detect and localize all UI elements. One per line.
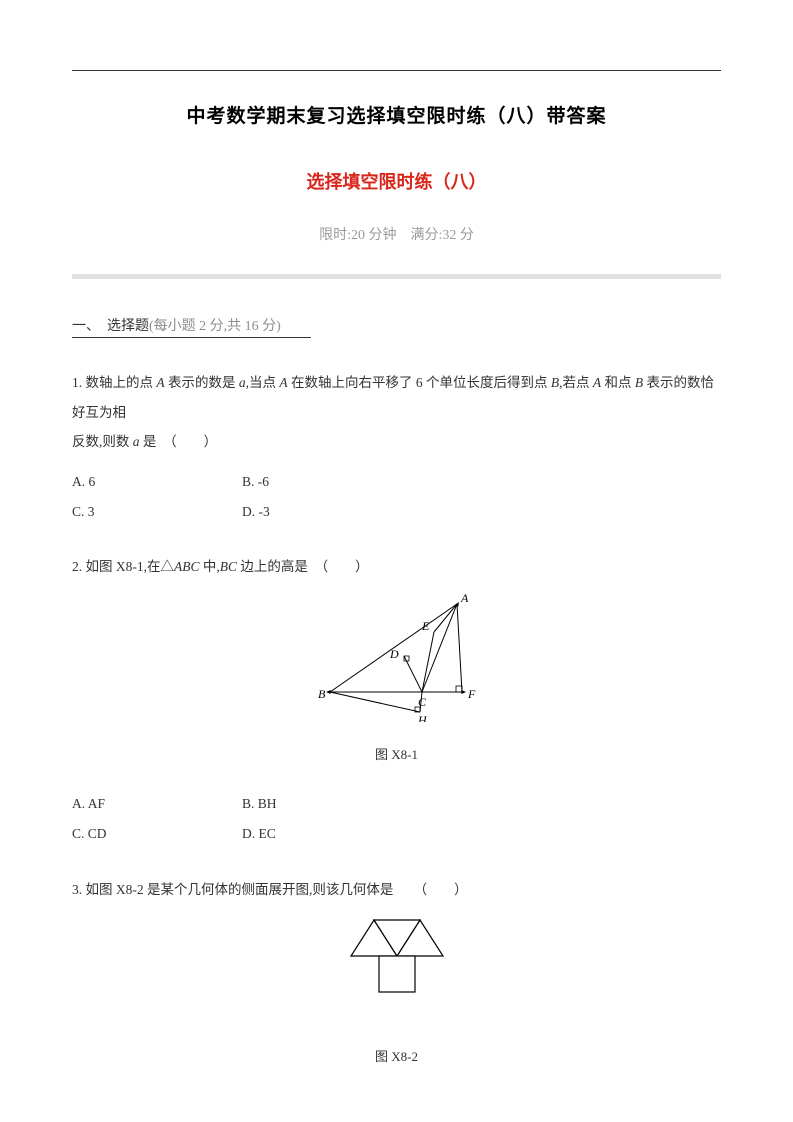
svg-text:B: B — [318, 687, 326, 701]
q2-b-val: BH — [258, 796, 277, 811]
svg-text:D: D — [389, 647, 399, 661]
q3-caption: 图 X8-2 — [72, 1043, 721, 1072]
q1-t5: ,若点 — [559, 375, 593, 390]
q1-a2: a — [133, 434, 140, 449]
q2-t2: 中, — [200, 559, 220, 574]
q2-b-pre: B. — [242, 796, 258, 811]
q1-choices-row2: C. 3 D. -3 — [72, 497, 721, 527]
q2-choice-b: B. BH — [242, 789, 412, 819]
q1-choices-row1: A. 6 B. -6 — [72, 467, 721, 497]
q1-choice-b: B. -6 — [242, 467, 412, 497]
q1-choice-c: C. 3 — [72, 497, 242, 527]
q2-caption: 图 X8-1 — [72, 741, 721, 770]
section-label: 一、 选择题 — [72, 319, 149, 334]
svg-text:A: A — [460, 592, 469, 605]
q2-seg: BC — [220, 559, 237, 574]
q1-t1: 1. 数轴上的点 — [72, 375, 156, 390]
q2-t1: 2. 如图 X8-1,在△ — [72, 559, 174, 574]
svg-text:H: H — [417, 713, 428, 722]
q2-a-val: AF — [88, 796, 105, 811]
q1-A3: A — [593, 375, 601, 390]
q2-choices-row1: A. AF B. BH — [72, 789, 721, 819]
q1-B2: B — [635, 375, 643, 390]
q1-choice-d: D. -3 — [242, 497, 412, 527]
svg-text:C: C — [418, 695, 427, 709]
q2-t3: 边上的高是 （ ） — [237, 559, 369, 574]
q3-figure-wrap — [72, 914, 721, 1035]
q3-text: 3. 如图 X8-2 是某个几何体的侧面展开图,则该几何体是 （ ） — [72, 875, 721, 905]
q2-figure: B C A F E D H — [312, 592, 482, 722]
q2-choice-d: D. EC — [242, 819, 412, 849]
question-2: 2. 如图 X8-1,在△ABC 中,BC 边上的高是 （ ） BCAFEDH … — [72, 552, 721, 848]
question-1: 1. 数轴上的点 A 表示的数是 a,当点 A 在数轴上向右平移了 6 个单位长… — [72, 368, 721, 526]
q3-figure — [342, 914, 452, 1024]
top-rule — [72, 70, 721, 71]
q1-choice-a: A. 6 — [72, 467, 242, 497]
q1-t8: 反数,则数 — [72, 434, 133, 449]
q2-c-val: CD — [88, 826, 107, 841]
q2-a-pre: A. — [72, 796, 88, 811]
q2-text: 2. 如图 X8-1,在△ABC 中,BC 边上的高是 （ ） — [72, 552, 721, 582]
q1-B1: B — [551, 375, 559, 390]
q1-t9: 是 （ ） — [140, 434, 218, 449]
section-heading: 一、 选择题(每小题 2 分,共 16 分) — [72, 315, 721, 368]
timing-line: 限时:20 分钟 满分:32 分 — [72, 224, 721, 244]
section-meta: (每小题 2 分,共 16 分) — [149, 319, 281, 334]
q1-t4: 在数轴上向右平移了 6 个单位长度后得到点 — [288, 375, 551, 390]
q1-t6: 和点 — [601, 375, 635, 390]
q2-d-val: EC — [259, 826, 276, 841]
q1-A2: A — [279, 375, 287, 390]
q1-A1: A — [156, 375, 164, 390]
q2-c-pre: C. — [72, 826, 88, 841]
sub-title: 选择填空限时练（八） — [72, 168, 721, 194]
q1-t2: 表示的数是 — [165, 375, 239, 390]
main-title: 中考数学期末复习选择填空限时练（八）带答案 — [72, 101, 721, 128]
q2-tri: ABC — [174, 559, 200, 574]
q1-t3: ,当点 — [246, 375, 280, 390]
q1-a: a — [239, 375, 246, 390]
q2-d-pre: D. — [242, 826, 259, 841]
svg-text:E: E — [421, 619, 430, 633]
q2-choice-c: C. CD — [72, 819, 242, 849]
q2-choice-a: A. AF — [72, 789, 242, 819]
section-divider — [72, 274, 721, 279]
q2-figure-wrap: B C A F E D H — [72, 592, 721, 733]
question-3: 3. 如图 X8-2 是某个几何体的侧面展开图,则该几何体是 （ ） 图 X8-… — [72, 875, 721, 1072]
q2-choices-row2: C. CD D. EC — [72, 819, 721, 849]
q1-text: 1. 数轴上的点 A 表示的数是 a,当点 A 在数轴上向右平移了 6 个单位长… — [72, 368, 721, 457]
svg-text:F: F — [467, 687, 476, 701]
